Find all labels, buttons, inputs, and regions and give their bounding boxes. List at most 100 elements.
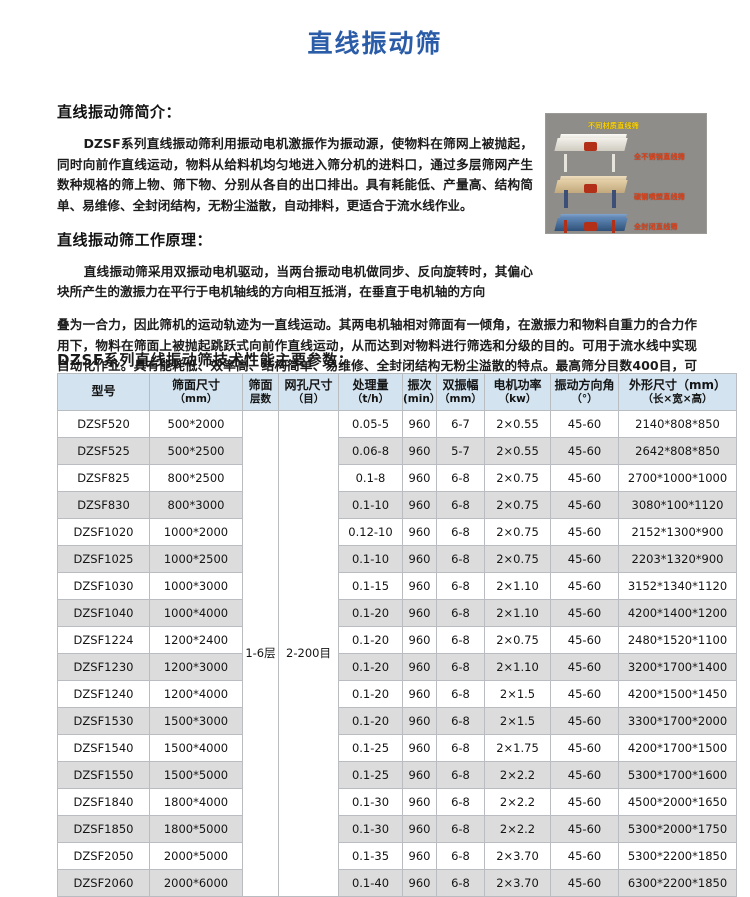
table-row: DZSF525 500*2500 0.06-8 960 5-7 2×0.55 45-60 26…	[57, 436, 737, 465]
cell-frequency: 960	[402, 787, 437, 816]
cell-capacity: 0.1-20	[338, 598, 403, 627]
cell-model: DZSF1550	[57, 760, 150, 789]
spec-table: 型号 筛面尺寸 （mm） 筛面 层数 网孔尺寸 （目） 处理量 （t/h） 振次 (min…	[57, 372, 737, 897]
product-spec-page: 直线振动筛 不同材质直线筛 全不锈钢直线筛	[0, 17, 750, 897]
cell-overall-dimensions: 3152*1340*1120	[618, 571, 737, 600]
cell-screen-size: 500*2000	[149, 409, 243, 438]
cell-overall-dimensions: 3200*1700*1400	[618, 652, 737, 681]
page-title: 直线振动筛	[307, 28, 443, 58]
cell-motor-power: 2×3.70	[484, 868, 551, 897]
cell-model: DZSF1850	[57, 814, 150, 843]
cell-amplitude: 6-8	[436, 814, 485, 843]
cell-motor-power: 2×0.55	[484, 436, 551, 465]
col-header-model: 型号	[57, 372, 150, 411]
principle-paragraph-bottom: 叠为一合力，因此筛机的运动轨迹为一直线运动。其两电机轴相对筛面有一倾角，在激振力…	[57, 315, 697, 397]
cell-model: DZSF825	[57, 463, 150, 492]
cell-capacity: 0.1-25	[338, 733, 403, 762]
cell-frequency: 960	[402, 463, 437, 492]
table-row: DZSF1040 1000*4000 0.1-20 960 6-8 2×1.10 45-60…	[57, 598, 737, 627]
cell-overall-dimensions: 5300*2200*1850	[618, 841, 737, 870]
cell-model: DZSF830	[57, 490, 150, 519]
cell-capacity: 0.1-40	[338, 868, 403, 897]
cell-frequency: 960	[402, 517, 437, 546]
intro-section: 不同材质直线筛 全不锈钢直线筛 碳钢喷塑直线筛	[57, 101, 707, 397]
cell-capacity: 0.1-30	[338, 787, 403, 816]
cell-vibration-angle: 45-60	[550, 517, 619, 546]
cell-motor-power: 2×0.75	[484, 544, 551, 573]
cell-frequency: 960	[402, 733, 437, 762]
cell-capacity: 0.06-8	[338, 436, 403, 465]
machine-illustration-carbon-steel	[554, 175, 630, 210]
cell-model: DZSF1030	[57, 571, 150, 600]
intro-heading: 直线振动筛简介：	[57, 102, 182, 121]
cell-motor-power: 2×2.2	[484, 787, 551, 816]
cell-overall-dimensions: 2642*808*850	[618, 436, 737, 465]
col-header-frequency: 振次 (min）	[402, 372, 440, 411]
cell-model: DZSF1230	[57, 652, 150, 681]
cell-vibration-angle: 45-60	[550, 652, 619, 681]
cell-capacity: 0.1-20	[338, 625, 403, 654]
table-row: DZSF1030 1000*3000 0.1-15 960 6-8 2×1.10 45-60…	[57, 571, 737, 600]
cell-vibration-angle: 45-60	[550, 571, 619, 600]
cell-screen-size: 1000*2000	[149, 517, 243, 546]
table-row: DZSF1530 1500*3000 0.1-20 960 6-8 2×1.5 45-60 3…	[57, 706, 737, 735]
cell-model: DZSF2050	[57, 841, 150, 870]
cell-vibration-angle: 45-60	[550, 625, 619, 654]
table-row: DZSF830 800*3000 0.1-10 960 6-8 2×0.75 45-60 30…	[57, 490, 737, 519]
cell-frequency: 960	[402, 490, 437, 519]
cell-screen-size: 2000*6000	[149, 868, 243, 897]
cell-frequency: 960	[402, 409, 437, 438]
machine-illustration-stainless	[554, 133, 630, 174]
cell-screen-size: 800*2500	[149, 463, 243, 492]
cell-overall-dimensions: 2203*1320*900	[618, 544, 737, 573]
cell-capacity: 0.1-35	[338, 841, 403, 870]
cell-motor-power: 2×1.75	[484, 733, 551, 762]
spec-table-header: 型号 筛面尺寸 （mm） 筛面 层数 网孔尺寸 （目） 处理量 （t/h） 振次 (min…	[57, 372, 737, 411]
cell-mesh-merged: 2-200目	[278, 409, 339, 897]
principle-paragraph-bottom-text: 叠为一合力，因此筛机的运动轨迹为一直线运动。其两电机轴相对筛面有一倾角，在激振力…	[57, 317, 697, 393]
cell-overall-dimensions: 3080*100*1120	[618, 490, 737, 519]
cell-overall-dimensions: 4200*1700*1500	[618, 733, 737, 762]
cell-vibration-angle: 45-60	[550, 436, 619, 465]
cell-model: DZSF1530	[57, 706, 150, 735]
product-image-collage: 不同材质直线筛 全不锈钢直线筛 碳钢喷塑直线筛	[545, 112, 707, 234]
cell-amplitude: 6-8	[436, 706, 485, 735]
cell-model: DZSF1540	[57, 733, 150, 762]
cell-overall-dimensions: 6300*2200*1850	[618, 868, 737, 897]
cell-vibration-angle: 45-60	[550, 679, 619, 708]
table-row: DZSF1025 1000*2500 0.1-10 960 6-8 2×0.75 45-60…	[57, 544, 737, 573]
cell-model: DZSF1224	[57, 625, 150, 654]
cell-model: DZSF1040	[57, 598, 150, 627]
cell-overall-dimensions: 2700*1000*1000	[618, 463, 737, 492]
table-row: DZSF2060 2000*6000 0.1-40 960 6-8 2×3.70 45-60…	[57, 868, 737, 897]
principle-heading: 直线振动筛工作原理：	[57, 230, 213, 249]
cell-screen-size: 1200*4000	[149, 679, 243, 708]
table-row: DZSF1230 1200*3000 0.1-20 960 6-8 2×1.10 45-60…	[57, 652, 737, 681]
machine-illustration-enclosed	[554, 213, 630, 233]
cell-frequency: 960	[402, 625, 437, 654]
cell-vibration-angle: 45-60	[550, 733, 619, 762]
cell-amplitude: 6-8	[436, 625, 485, 654]
cell-overall-dimensions: 4200*1400*1200	[618, 598, 737, 627]
cell-capacity: 0.1-20	[338, 679, 403, 708]
col-header-overall-dimensions: 外形尺寸（mm） （长×宽×高）	[618, 372, 737, 411]
col-header-motor-power: 电机功率 （kw）	[484, 372, 551, 411]
cell-motor-power: 2×0.55	[484, 409, 551, 438]
table-row: DZSF1020 1000*2000 0.12-10 960 6-8 2×0.75 45-6…	[57, 517, 737, 546]
cell-overall-dimensions: 2152*1300*900	[618, 517, 737, 546]
cell-overall-dimensions: 3300*1700*2000	[618, 706, 737, 735]
collage-caption-carbon-steel: 碳钢喷塑直线筛	[634, 192, 686, 201]
cell-frequency: 960	[402, 841, 437, 870]
cell-screen-size: 1500*4000	[149, 733, 243, 762]
cell-amplitude: 5-7	[436, 436, 485, 465]
cell-motor-power: 2×2.2	[484, 760, 551, 789]
col-header-mesh-size: 网孔尺寸 （目）	[278, 372, 339, 411]
col-header-capacity: 处理量 （t/h）	[338, 372, 403, 411]
spec-table-body: DZSF520 500*2000 1-6层 2-200目 0.05-5 960 6-7 2×0…	[57, 409, 737, 897]
article-content: 不同材质直线筛 全不锈钢直线筛 碳钢喷塑直线筛	[57, 101, 707, 410]
cell-capacity: 0.1-25	[338, 760, 403, 789]
col-header-vibration-angle: 振动方向角 （°）	[550, 372, 619, 411]
cell-motor-power: 2×3.70	[484, 841, 551, 870]
cell-motor-power: 2×1.10	[484, 571, 551, 600]
cell-vibration-angle: 45-60	[550, 814, 619, 843]
